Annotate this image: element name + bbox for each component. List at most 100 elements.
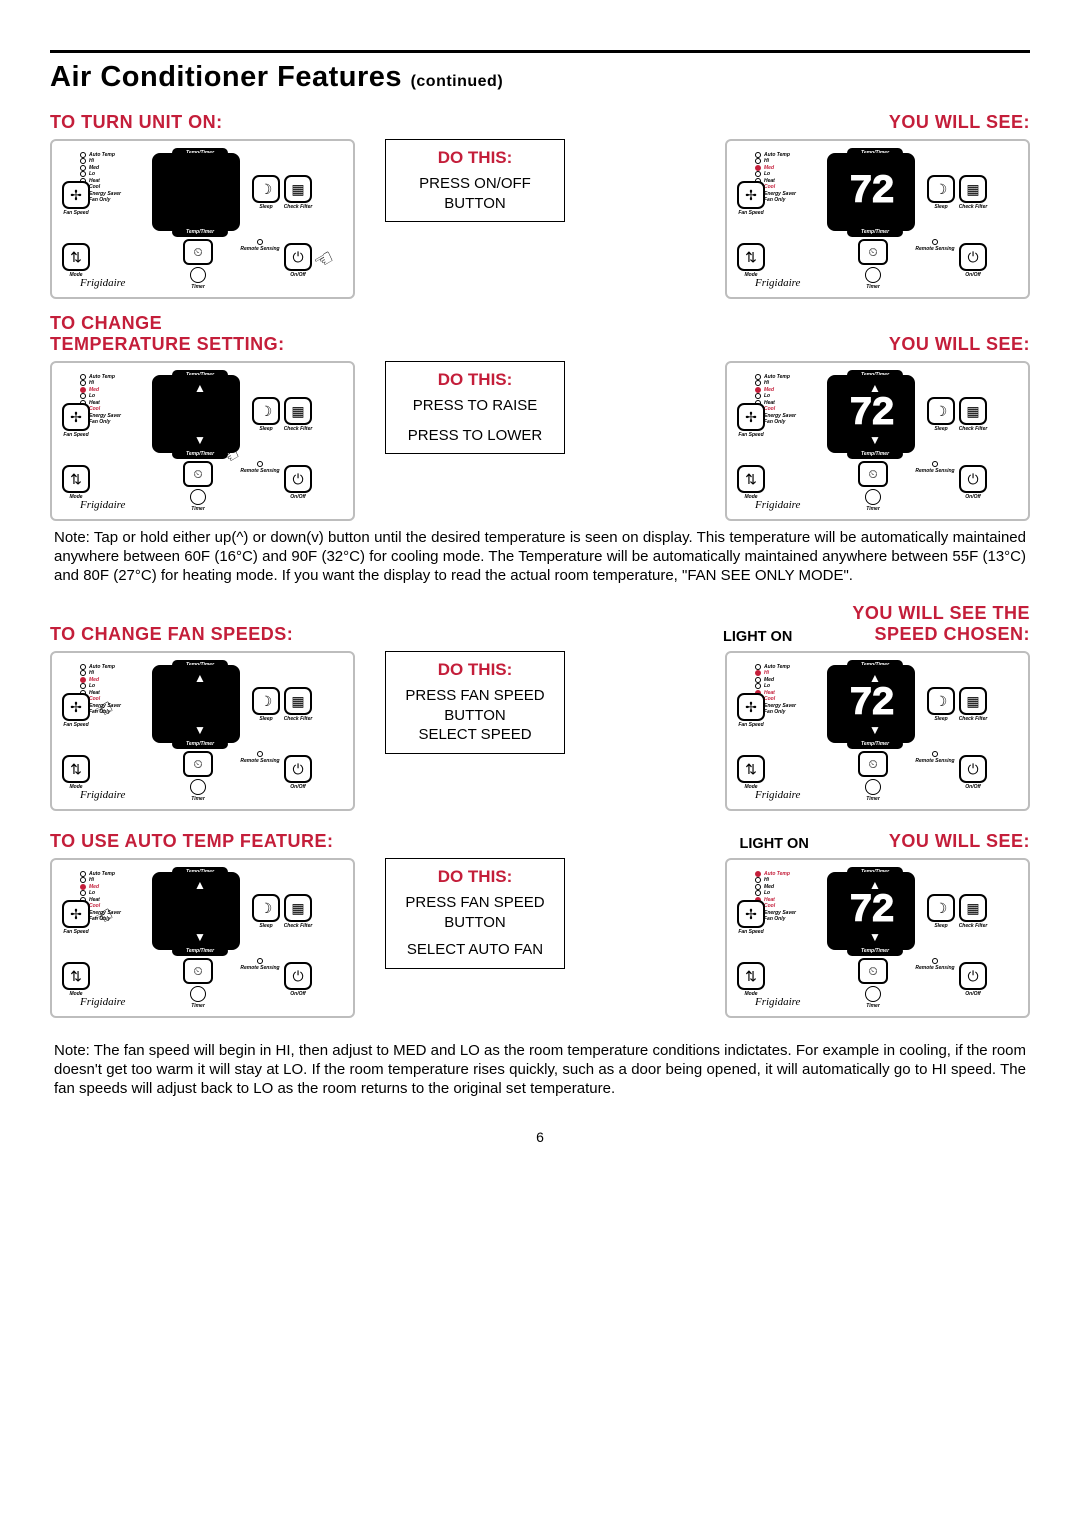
mode-button[interactable]: ⇅ [62, 243, 90, 271]
sleep-button[interactable]: ☽ [927, 894, 955, 922]
dothis-box-3: DO THIS: PRESS FAN SPEED BUTTON SELECT S… [385, 651, 565, 754]
dothis-label-4: DO THIS: [392, 867, 558, 887]
section-1-row: Auto TempHiMedLoHeatCoolEnergy SaverFan … [50, 139, 1030, 299]
mode-button[interactable]: ⇅ [737, 465, 765, 493]
fan-speed-button[interactable]: ✢ [737, 181, 765, 209]
dothis-lower: PRESS TO LOWER [392, 426, 558, 446]
power-button[interactable]: ⏻ [284, 962, 312, 990]
check-filter-button[interactable]: ▦ [959, 687, 987, 715]
fan-speed-button[interactable]: ✢ [737, 403, 765, 431]
dothis-auto-b: SELECT AUTO FAN [392, 940, 558, 960]
dothis-onoff: PRESS ON/OFF BUTTON [392, 174, 558, 213]
sleep-button[interactable]: ☽ [252, 687, 280, 715]
power-button[interactable]: ⏻ [284, 755, 312, 783]
panel-4-right: Auto TempHiMedLoHeatCoolEnergy SaverFan … [725, 858, 1030, 1018]
dothis-label-2: DO THIS: [392, 370, 558, 390]
dothis-label-1: DO THIS: [392, 148, 558, 168]
page-title: Air Conditioner Features (continued) [50, 61, 1030, 94]
dothis-raise: PRESS TO RAISE [392, 396, 558, 416]
panel-2-left: Auto TempHiMedLoHeatCoolEnergy SaverFan … [50, 361, 355, 521]
header-speed-chosen-a: YOU WILL SEE THE [852, 603, 1030, 624]
dothis-auto-a: PRESS FAN SPEED BUTTON [392, 893, 558, 932]
dothis-fan-a: PRESS FAN SPEED BUTTON [392, 686, 558, 725]
mode-button[interactable]: ⇅ [737, 755, 765, 783]
sleep-button[interactable]: ☽ [927, 397, 955, 425]
timer-button[interactable]: ⏲ [858, 751, 888, 777]
section-3-row: Auto TempHiMedLoHeatCoolEnergy SaverFan … [50, 651, 1030, 811]
check-filter-button[interactable]: ▦ [959, 397, 987, 425]
check-filter-button[interactable]: ▦ [284, 175, 312, 203]
header-auto-temp: TO USE AUTO TEMP FEATURE: [50, 831, 334, 852]
title-main: Air Conditioner Features [50, 61, 402, 93]
header-change-temp-b: TEMPERATURE SETTING: [50, 334, 285, 355]
dothis-box-2: DO THIS: PRESS TO RAISE PRESS TO LOWER [385, 361, 565, 454]
check-filter-button[interactable]: ▦ [959, 175, 987, 203]
section-3-header-row: TO CHANGE FAN SPEEDS: LIGHT ON YOU WILL … [50, 603, 1030, 645]
header-speed-chosen-b: SPEED CHOSEN: [852, 624, 1030, 645]
fan-speed-button[interactable]: ✢ [62, 403, 90, 431]
header-change-temp-a: TO CHANGE [50, 313, 285, 334]
header-change-fan: TO CHANGE FAN SPEEDS: [50, 624, 293, 645]
sleep-button[interactable]: ☽ [927, 175, 955, 203]
fan-speed-button[interactable]: ✢ [62, 181, 90, 209]
sleep-button[interactable]: ☽ [252, 175, 280, 203]
mode-button[interactable]: ⇅ [62, 755, 90, 783]
dothis-label-3: DO THIS: [392, 660, 558, 680]
header-change-temp: TO CHANGE TEMPERATURE SETTING: [50, 313, 285, 355]
power-button[interactable]: ⏻ [284, 465, 312, 493]
panel-1-right: Auto TempHiMedLoHeatCoolEnergy SaverFan … [725, 139, 1030, 299]
light-on-1: LIGHT ON [723, 629, 792, 645]
section-4-row: Auto TempHiMedLoHeatCoolEnergy SaverFan … [50, 858, 1030, 1018]
check-filter-button[interactable]: ▦ [959, 894, 987, 922]
power-button[interactable]: ⏻ [959, 755, 987, 783]
section-4-header-row: TO USE AUTO TEMP FEATURE: LIGHT ON YOU W… [50, 831, 1030, 852]
fan-speed-button[interactable]: ✢ [737, 693, 765, 721]
dothis-fan-b: SELECT SPEED [392, 725, 558, 745]
timer-button[interactable]: ⏲ [183, 751, 213, 777]
top-rule [50, 50, 1030, 53]
sleep-button[interactable]: ☽ [252, 397, 280, 425]
mode-button[interactable]: ⇅ [737, 243, 765, 271]
timer-button[interactable]: ⏲ [858, 958, 888, 984]
sleep-button[interactable]: ☽ [252, 894, 280, 922]
timer-button[interactable]: ⏲ [183, 239, 213, 265]
light-on-2: LIGHT ON [740, 836, 809, 852]
header-you-will-see-4: YOU WILL SEE: [889, 831, 1030, 852]
mode-button[interactable]: ⇅ [62, 465, 90, 493]
panel-1-left: Auto TempHiMedLoHeatCoolEnergy SaverFan … [50, 139, 355, 299]
header-you-will-see-1: YOU WILL SEE: [889, 112, 1030, 133]
page-number: 6 [50, 1129, 1030, 1145]
header-speed-chosen: YOU WILL SEE THE SPEED CHOSEN: [852, 603, 1030, 645]
check-filter-button[interactable]: ▦ [284, 894, 312, 922]
dothis-box-1: DO THIS: PRESS ON/OFF BUTTON [385, 139, 565, 222]
title-suffix: (continued) [411, 73, 504, 90]
panel-2-right: Auto TempHiMedLoHeatCoolEnergy SaverFan … [725, 361, 1030, 521]
fan-speed-button[interactable]: ✢ [62, 693, 90, 721]
timer-button[interactable]: ⏲ [183, 461, 213, 487]
fan-speed-button[interactable]: ✢ [737, 900, 765, 928]
timer-button[interactable]: ⏲ [183, 958, 213, 984]
header-turn-on: TO TURN UNIT ON: [50, 112, 223, 133]
section-2-row: Auto TempHiMedLoHeatCoolEnergy SaverFan … [50, 361, 1030, 521]
dothis-box-4: DO THIS: PRESS FAN SPEED BUTTON SELECT A… [385, 858, 565, 969]
mode-button[interactable]: ⇅ [737, 962, 765, 990]
section-1-header-row: TO TURN UNIT ON: YOU WILL SEE: [50, 112, 1030, 133]
panel-3-left: Auto TempHiMedLoHeatCoolEnergy SaverFan … [50, 651, 355, 811]
panel-3-right: Auto TempHiMedLoHeatCoolEnergy SaverFan … [725, 651, 1030, 811]
timer-button[interactable]: ⏲ [858, 461, 888, 487]
power-button[interactable]: ⏻ [284, 243, 312, 271]
power-button[interactable]: ⏻ [959, 962, 987, 990]
power-button[interactable]: ⏻ [959, 243, 987, 271]
section-2-header-row: TO CHANGE TEMPERATURE SETTING: YOU WILL … [50, 313, 1030, 355]
check-filter-button[interactable]: ▦ [284, 397, 312, 425]
note-fan: Note: The fan speed will begin in HI, th… [50, 1042, 1030, 1098]
mode-button[interactable]: ⇅ [62, 962, 90, 990]
timer-button[interactable]: ⏲ [858, 239, 888, 265]
power-button[interactable]: ⏻ [959, 465, 987, 493]
fan-speed-button[interactable]: ✢ [62, 900, 90, 928]
panel-4-left: Auto TempHiMedLoHeatCoolEnergy SaverFan … [50, 858, 355, 1018]
note-temp: Note: Tap or hold either up(^) or down(v… [50, 529, 1030, 585]
header-you-will-see-2: YOU WILL SEE: [889, 334, 1030, 355]
check-filter-button[interactable]: ▦ [284, 687, 312, 715]
sleep-button[interactable]: ☽ [927, 687, 955, 715]
